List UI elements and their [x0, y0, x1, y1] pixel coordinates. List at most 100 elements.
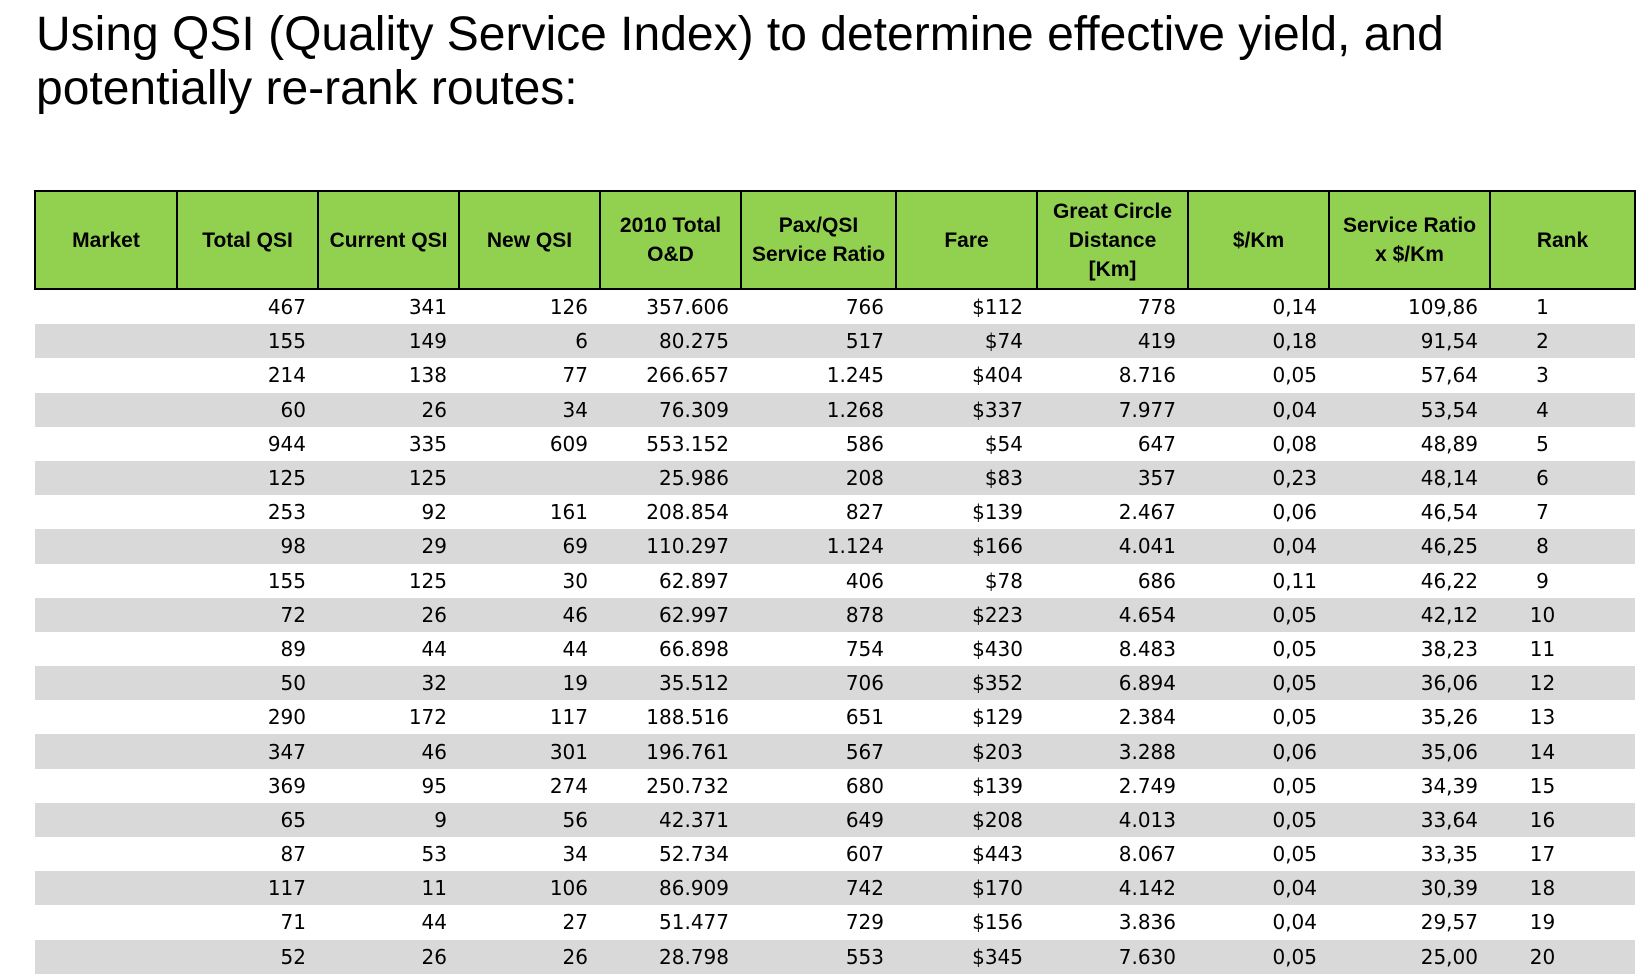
- cell-market: [35, 460, 177, 496]
- cell-new-qsi: 27: [562, 910, 588, 935]
- cell-distance-km: 2.749: [1118, 773, 1176, 798]
- cell-distance-km: 686: [1137, 568, 1176, 593]
- cell-market: [35, 700, 177, 734]
- cell-total-od: 66.898: [659, 636, 729, 661]
- cell-service-ratio-x-dollars-per-km: 48,89: [1420, 431, 1478, 456]
- cell-market: [35, 871, 177, 906]
- cell-dollars-per-km: 0,05: [1188, 597, 1329, 632]
- cell-fare: $54: [984, 431, 1023, 456]
- cell-service-ratio-x-dollars-per-km: 25,00: [1329, 939, 1490, 974]
- cell-pax-qsi-ratio: 1.268: [741, 392, 896, 427]
- cell-pax-qsi-ratio: 754: [845, 636, 884, 661]
- cell-new-qsi: 34: [459, 392, 600, 427]
- cell-rank: 13: [1529, 705, 1556, 730]
- cell-fare: $112: [972, 295, 1023, 320]
- cell-new-qsi: 106: [459, 871, 600, 906]
- cell-market: [35, 632, 177, 666]
- cell-pax-qsi-ratio: 827: [845, 500, 884, 525]
- cell-pax-qsi-ratio: 1.245: [826, 363, 884, 388]
- page-title-line-2: potentially re-rank routes:: [36, 62, 578, 115]
- table-row: 467 341 126 357.606 766 $112 778 0,14 109,86 1: [35, 289, 1635, 324]
- cell-distance-km: 8.067: [1118, 842, 1176, 867]
- cell-new-qsi: 609: [549, 431, 588, 456]
- cell-rank: 10: [1490, 597, 1635, 632]
- cell-distance-km: 647: [1137, 431, 1176, 456]
- cell-distance-km: 419: [1037, 324, 1188, 359]
- cell-market: [35, 324, 177, 359]
- cell-total-od: 51.477: [659, 910, 729, 935]
- table-row: 155 125 30 62.897 406 $78 686 0,11 46,22 9: [35, 564, 1635, 598]
- cell-current-qsi: 138: [408, 363, 447, 388]
- cell-total-od: 35.512: [600, 666, 741, 701]
- cell-total-qsi: 60: [177, 392, 318, 427]
- cell-total-qsi: 369: [267, 773, 306, 798]
- cell-rank: 5: [1536, 431, 1549, 456]
- cell-dollars-per-km: 0,06: [1188, 734, 1329, 769]
- cell-distance-km: 4.041: [1037, 529, 1188, 564]
- cell-pax-qsi-ratio: 706: [741, 666, 896, 701]
- cell-total-qsi: 89: [280, 636, 306, 661]
- cell-service-ratio-x-dollars-per-km: 48,14: [1329, 460, 1490, 496]
- cell-dollars-per-km: 0,05: [1188, 802, 1329, 837]
- cell-pax-qsi-ratio: 651: [845, 705, 884, 730]
- cell-total-od: 52.734: [659, 842, 729, 867]
- cell-rank: 19: [1529, 910, 1556, 935]
- table-row: 214 138 77 266.657 1.245 $404 8.716 0,05 57,64 3: [35, 358, 1635, 392]
- table-row: 347 46 301 196.761 567 $203 3.288 0,06 35,06 14: [35, 734, 1635, 769]
- cell-market: [35, 837, 177, 871]
- cell-market: [35, 769, 177, 803]
- cell-dollars-per-km: 0,05: [1272, 363, 1317, 388]
- cell-total-qsi: 87: [280, 842, 306, 867]
- cell-market: [35, 939, 177, 974]
- cell-total-od: 196.761: [600, 734, 741, 769]
- cell-total-od: 62.997: [600, 597, 741, 632]
- cell-total-od: 42.371: [600, 802, 741, 837]
- cell-rank: 12: [1490, 666, 1635, 701]
- cell-distance-km: 778: [1137, 295, 1176, 320]
- header-total-od: 2010 Total O&D: [599, 190, 742, 290]
- cell-fare: $74: [896, 324, 1037, 359]
- header-new-qsi: New QSI: [458, 190, 601, 290]
- cell-total-od: 188.516: [646, 705, 729, 730]
- header-row: Market Total QSI Current QSI New QSI 201…: [34, 190, 1636, 290]
- cell-current-qsi: 26: [318, 597, 459, 632]
- cell-service-ratio-x-dollars-per-km: 34,39: [1420, 773, 1478, 798]
- cell-market: [35, 289, 177, 324]
- cell-new-qsi: 30: [562, 568, 588, 593]
- table-body: 467 341 126 357.606 766 $112 778 0,14 109,86 1 155…: [35, 289, 1635, 974]
- cell-pax-qsi-ratio: 1.124: [741, 529, 896, 564]
- cell-distance-km: 7.630: [1037, 939, 1188, 974]
- table-row: 125 125 25.986 208 $83 357 0,23 48,14 6: [35, 460, 1635, 496]
- cell-fare: $166: [896, 529, 1037, 564]
- table-row: 98 29 69 110.297 1.124 $166 4.041 0,04 46,25 8: [35, 529, 1635, 564]
- cell-rank: 9: [1536, 568, 1549, 593]
- cell-rank: 16: [1490, 802, 1635, 837]
- cell-dollars-per-km: 0,05: [1272, 842, 1317, 867]
- cell-total-qsi: 290: [267, 705, 306, 730]
- cell-dollars-per-km: 0,08: [1272, 431, 1317, 456]
- table-row: 89 44 44 66.898 754 $430 8.483 0,05 38,23 11: [35, 632, 1635, 666]
- cell-current-qsi: 9: [318, 802, 459, 837]
- header-pax-qsi-ratio: Pax/QSI Service Ratio: [740, 190, 897, 290]
- cell-dollars-per-km: 0,04: [1272, 910, 1317, 935]
- table-row: 944 335 609 553.152 586 $54 647 0,08 48,89 5: [35, 427, 1635, 461]
- cell-market: [35, 734, 177, 769]
- cell-total-od: 357.606: [646, 295, 729, 320]
- cell-current-qsi: 341: [408, 295, 447, 320]
- cell-total-od: 553.152: [646, 431, 729, 456]
- cell-fare: $83: [896, 460, 1037, 496]
- cell-rank: 17: [1529, 842, 1556, 867]
- cell-total-qsi: 125: [177, 460, 318, 496]
- cell-current-qsi: 95: [421, 773, 447, 798]
- cell-rank: 7: [1536, 500, 1549, 525]
- cell-service-ratio-x-dollars-per-km: 30,39: [1329, 871, 1490, 906]
- cell-service-ratio-x-dollars-per-km: 46,54: [1420, 500, 1478, 525]
- cell-new-qsi: 274: [549, 773, 588, 798]
- cell-new-qsi: 56: [459, 802, 600, 837]
- cell-current-qsi: 32: [318, 666, 459, 701]
- cell-new-qsi: [459, 460, 600, 496]
- header-current-qsi: Current QSI: [317, 190, 460, 290]
- cell-service-ratio-x-dollars-per-km: 91,54: [1329, 324, 1490, 359]
- cell-service-ratio-x-dollars-per-km: 36,06: [1329, 666, 1490, 701]
- cell-fare: $139: [972, 500, 1023, 525]
